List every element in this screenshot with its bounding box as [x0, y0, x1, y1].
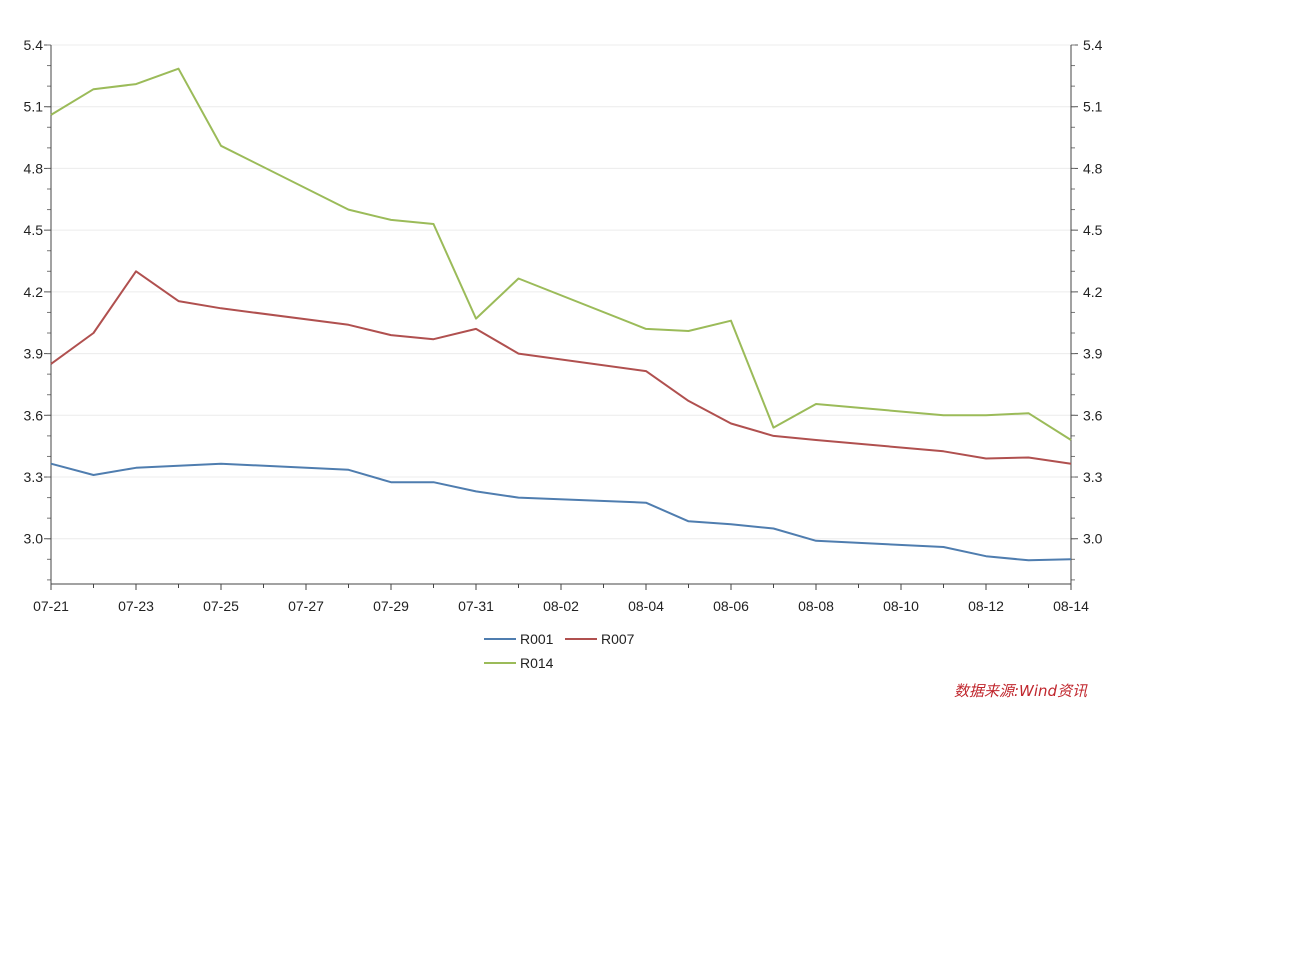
- gridlines: [51, 44, 1071, 540]
- legend-label-r014: R014: [520, 655, 554, 671]
- x-tick-label: 08-12: [968, 598, 1004, 614]
- x-tick-label: 08-14: [1053, 598, 1089, 614]
- x-tick-label: 08-02: [543, 598, 579, 614]
- left-y-tick-label: 3.0: [24, 531, 44, 547]
- left-y-tick-label: 3.9: [24, 346, 44, 362]
- right-y-tick-label: 3.3: [1083, 469, 1103, 485]
- series-line-r001: [50, 462, 1072, 562]
- right-y-tick-label: 4.8: [1083, 160, 1103, 176]
- x-tick-label: 08-08: [798, 598, 834, 614]
- series-line-r014: [50, 67, 1072, 441]
- x-tick-label: 07-29: [373, 598, 409, 614]
- left-y-tick-label: 3.6: [24, 407, 44, 423]
- x-tick-label: 08-10: [883, 598, 919, 614]
- legend: R001 R007 R014: [484, 631, 635, 671]
- left-y-axis: 3.0 3.3 3.6 3.9 4.2 4.5 4.8 5.1 5.4: [24, 37, 52, 584]
- series-line-r007: [50, 270, 1072, 465]
- x-tick-label: 07-23: [118, 598, 154, 614]
- left-y-tick-label: 5.4: [24, 37, 44, 53]
- x-tick-label: 08-06: [713, 598, 749, 614]
- series-lines: [50, 67, 1072, 562]
- left-y-tick-label: 5.1: [24, 99, 44, 115]
- data-source-note: 数据来源:Wind资讯: [954, 682, 1088, 700]
- legend-label-r001: R001: [520, 631, 554, 647]
- right-y-tick-label: 5.4: [1083, 37, 1103, 53]
- right-y-tick-label: 3.9: [1083, 346, 1103, 362]
- left-y-tick-label: 4.8: [24, 160, 44, 176]
- right-y-tick-label: 5.1: [1083, 99, 1103, 115]
- x-tick-label: 07-21: [33, 598, 69, 614]
- x-tick-label: 07-27: [288, 598, 324, 614]
- right-y-tick-label: 3.0: [1083, 531, 1103, 547]
- right-y-tick-label: 4.5: [1083, 222, 1103, 238]
- right-y-tick-label: 3.6: [1083, 407, 1103, 423]
- x-tick-label: 07-25: [203, 598, 239, 614]
- left-y-tick-label: 4.5: [24, 222, 44, 238]
- x-axis: 07-21 07-23 07-25 07-27 07-29 07-31 08-02 08-04…: [33, 583, 1089, 614]
- x-tick-label: 08-04: [628, 598, 664, 614]
- right-y-axis: 3.0 3.3 3.6 3.9 4.2 4.5 4.8 5.1 5.4: [1070, 37, 1103, 584]
- x-tick-label: 07-31: [458, 598, 494, 614]
- legend-label-r007: R007: [601, 631, 635, 647]
- left-y-tick-label: 3.3: [24, 469, 44, 485]
- right-y-tick-label: 4.2: [1083, 284, 1103, 300]
- left-y-tick-label: 4.2: [24, 284, 44, 300]
